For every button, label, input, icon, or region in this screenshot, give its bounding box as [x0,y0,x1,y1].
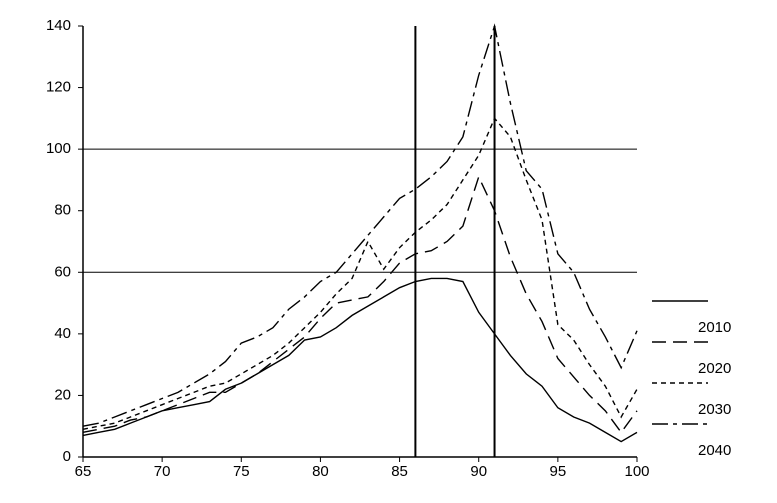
x-tick-label: 95 [550,463,567,480]
y-tick-label: 100 [46,140,71,157]
x-tick-label: 80 [312,463,329,480]
legend-label: 2010 [698,319,731,336]
x-tick-label: 100 [624,463,649,480]
x-tick-label: 70 [154,463,171,480]
legend-label: 2040 [698,442,731,459]
series-line [82,174,638,434]
y-tick-label: 40 [54,325,71,342]
series-line [82,23,638,427]
y-tick-label: 0 [63,448,71,465]
y-tick-label: 120 [46,79,71,96]
y-tick-label: 20 [54,386,71,403]
legend-label: 2020 [698,360,731,377]
x-tick-label: 75 [233,463,250,480]
y-tick-label: 140 [46,17,71,34]
x-tick-label: 85 [391,463,408,480]
x-tick-label: 65 [75,463,92,480]
series-line [82,277,638,443]
y-tick-label: 80 [54,202,71,219]
y-tick-label: 60 [54,263,71,280]
series-line [82,117,638,430]
legend-label: 2030 [698,401,731,418]
x-tick-label: 90 [470,463,487,480]
